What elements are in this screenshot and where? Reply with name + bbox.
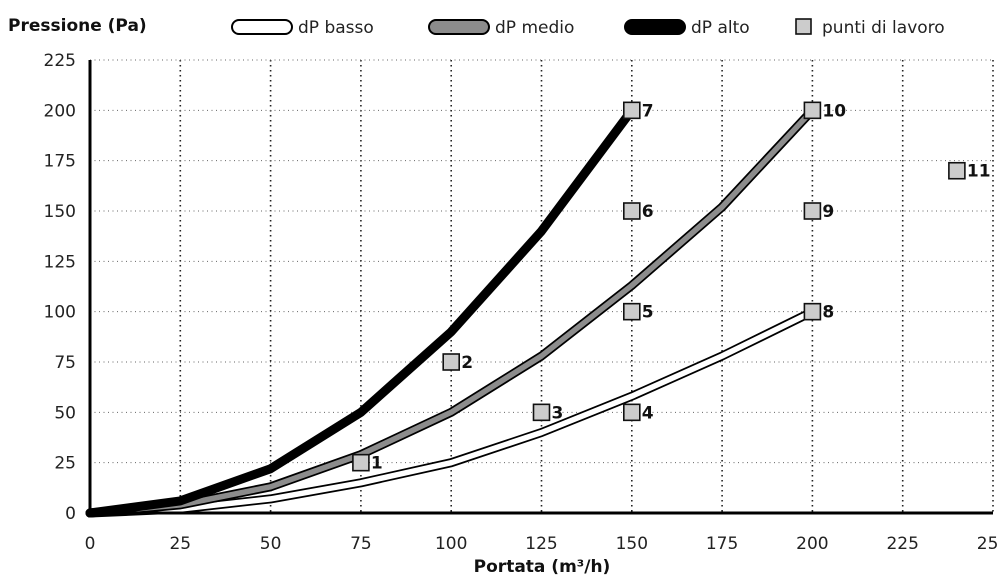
work-point-4 (622, 403, 641, 422)
work-point-label-2: 2 (461, 353, 473, 373)
x-tick-label: 125 (525, 534, 557, 554)
x-tick-label: 50 (260, 534, 282, 554)
work-point-1 (352, 453, 370, 472)
work-point-5 (622, 302, 641, 321)
work-point-7 (622, 101, 641, 120)
work-point-label-3: 3 (552, 403, 564, 423)
y-tick-label: 175 (44, 152, 76, 172)
y-tick-label: 200 (44, 101, 76, 121)
curve-dp-alto (85, 105, 637, 518)
legend-swatch-dp-alto (624, 19, 686, 35)
grid (90, 59, 994, 513)
work-point-label-6: 6 (642, 202, 654, 222)
legend: dP basso dP medio dP alto punti di lavoro (231, 18, 945, 38)
y-tick-label: 150 (44, 202, 76, 222)
y-tick-label: 25 (54, 454, 76, 474)
work-point-label-11: 11 (967, 162, 991, 182)
work-point-11 (948, 161, 966, 180)
y-tick-labels: 0 25 50 75 100 125 150 175 200 225 (44, 51, 76, 524)
x-tick-label: 25 (169, 534, 191, 554)
work-points: 1 2 3 4 5 6 7 8 9 10 11 (352, 101, 991, 474)
curves (85, 105, 817, 518)
legend-swatch-punti-di-lavoro (795, 18, 812, 35)
legend-label-dp-medio: dP medio (495, 18, 574, 38)
legend-swatch-dp-medio (428, 19, 490, 35)
y-tick-label: 100 (44, 303, 76, 323)
curve-dp-medio (87, 107, 816, 516)
work-point-label-10: 10 (822, 101, 846, 121)
x-tick-label: 0 (85, 534, 96, 554)
axes (88, 60, 993, 515)
work-point-10 (803, 101, 822, 120)
y-tick-label: 125 (44, 252, 76, 272)
x-tick-label: 250 (977, 534, 998, 554)
work-point-2 (442, 353, 461, 371)
work-point-label-4: 4 (642, 403, 654, 423)
y-tick-label: 50 (54, 403, 76, 423)
work-point-6 (622, 202, 641, 220)
work-point-8 (803, 302, 822, 321)
work-point-3 (532, 403, 551, 422)
x-tick-label: 175 (706, 534, 738, 554)
x-axis-title: Portata (m³/h) (474, 557, 611, 577)
curve-dp-basso (87, 308, 816, 516)
y-tick-label: 0 (65, 504, 76, 524)
legend-label-punti-di-lavoro: punti di lavoro (822, 18, 945, 38)
y-tick-label: 75 (54, 353, 76, 373)
legend-label-dp-alto: dP alto (691, 18, 750, 38)
x-tick-labels: 0 25 50 75 100 125 150 175 200 225 250 (85, 534, 998, 554)
work-point-9 (803, 202, 822, 220)
x-tick-label: 200 (796, 534, 828, 554)
legend-swatch-dp-basso (231, 19, 293, 35)
work-point-label-1: 1 (371, 454, 383, 474)
x-tick-label: 225 (886, 534, 918, 554)
x-tick-label: 150 (616, 534, 648, 554)
y-axis-title: Pressione (Pa) (8, 16, 147, 36)
work-point-label-5: 5 (642, 303, 654, 323)
y-tick-label: 225 (44, 51, 76, 71)
x-tick-label: 75 (350, 534, 372, 554)
x-tick-label: 100 (435, 534, 467, 554)
legend-label-dp-basso: dP basso (298, 18, 374, 38)
work-point-label-8: 8 (822, 303, 834, 323)
work-point-label-9: 9 (822, 202, 834, 222)
work-point-label-7: 7 (642, 101, 654, 121)
